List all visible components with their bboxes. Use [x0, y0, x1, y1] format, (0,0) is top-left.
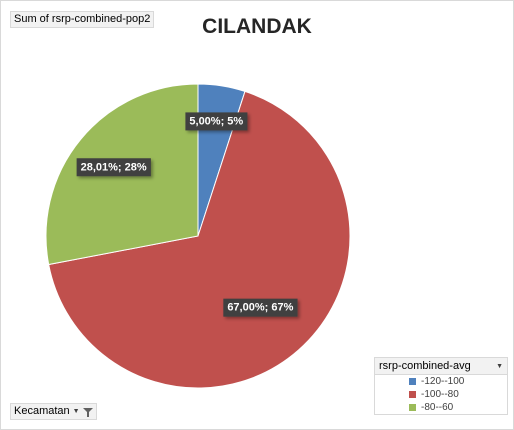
data-label-text: 28,01%; 28% — [81, 161, 147, 173]
data-label-box — [76, 158, 151, 177]
legend: rsrp-combined-avg ▼ -120--100 -100--80 -80… — [374, 357, 508, 415]
legend-field-button[interactable]: rsrp-combined-avg ▼ — [375, 358, 507, 375]
legend-swatch — [409, 391, 416, 398]
dropdown-arrow-icon[interactable]: ▼ — [496, 362, 503, 370]
legend-item: -80--60 — [375, 401, 507, 414]
legend-label: -80--60 — [421, 402, 454, 413]
data-label: 67,00%; 67% — [223, 298, 298, 317]
data-label-box — [185, 112, 248, 131]
legend-title: rsrp-combined-avg — [379, 360, 471, 372]
legend-label: -120--100 — [421, 376, 465, 387]
value-field-button[interactable]: Sum of rsrp-combined-pop2 — [10, 11, 155, 28]
data-label-text: 5,00%; 5% — [189, 115, 243, 127]
legend-label: -100--80 — [421, 389, 459, 400]
legend-swatch — [409, 378, 416, 385]
value-field-label: Sum of rsrp-combined-pop2 — [14, 13, 151, 25]
data-label: 28,01%; 28% — [76, 158, 151, 177]
data-label-text: 67,00%; 67% — [227, 302, 293, 314]
filter-icon[interactable] — [82, 407, 93, 417]
data-label-box — [223, 298, 298, 317]
axis-field-label: Kecamatan — [14, 405, 70, 417]
legend-item: -120--100 — [375, 375, 507, 388]
axis-field-button[interactable]: Kecamatan ▼ — [10, 403, 97, 420]
data-label: 5,00%; 5% — [185, 112, 248, 131]
chart-title: CILANDAK — [202, 15, 312, 38]
dropdown-arrow-icon[interactable]: ▼ — [72, 408, 80, 415]
legend-item: -100--80 — [375, 388, 507, 401]
legend-swatch — [409, 404, 416, 411]
